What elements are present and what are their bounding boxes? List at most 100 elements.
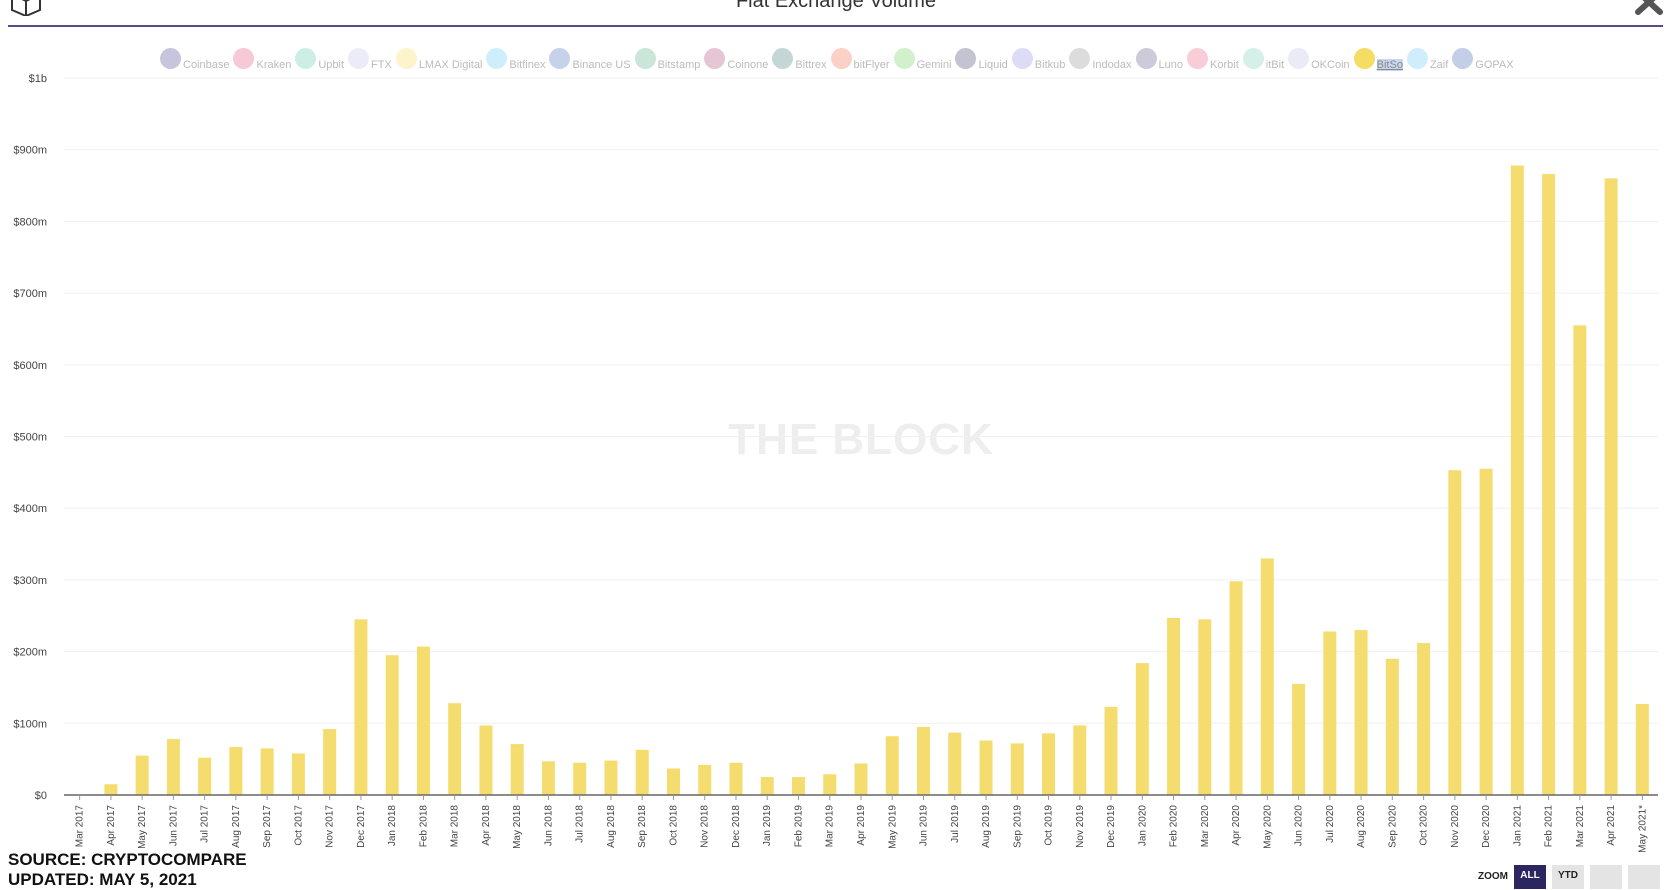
bar[interactable] xyxy=(260,748,274,795)
bar[interactable] xyxy=(479,725,493,795)
legend-marker xyxy=(233,48,255,69)
bar[interactable] xyxy=(323,729,337,795)
x-tick-label: Mar 2017 xyxy=(75,805,86,848)
bar[interactable] xyxy=(166,739,180,795)
legend-item-bitflyer[interactable]: bitFlyer xyxy=(830,48,890,71)
bar[interactable] xyxy=(1417,642,1431,795)
x-tick-label: Jul 2017 xyxy=(200,805,211,843)
legend-item-zaif[interactable]: Zaif xyxy=(1406,48,1448,71)
close-icon[interactable] xyxy=(1634,0,1664,16)
x-tick-label: Dec 2020 xyxy=(1481,805,1492,848)
bar[interactable] xyxy=(541,761,555,795)
legend-label: Bitkub xyxy=(1034,59,1066,71)
x-tick-label: Apr 2017 xyxy=(106,805,117,846)
legend-item-okcoin[interactable]: OKCoin xyxy=(1288,48,1350,71)
bar[interactable] xyxy=(979,740,993,795)
bar[interactable] xyxy=(1010,743,1024,795)
legend-item-coinbase[interactable]: Coinbase xyxy=(160,48,229,71)
legend-item-ftx[interactable]: FTX xyxy=(348,48,392,71)
x-tick-label: Jul 2018 xyxy=(575,805,586,843)
bar[interactable] xyxy=(1604,178,1618,795)
legend-item-upbit[interactable]: Upbit xyxy=(295,48,344,71)
zoom-extra-button[interactable] xyxy=(1628,865,1660,889)
updated-note: UPDATED: MAY 5, 2021 xyxy=(8,870,197,889)
legend-item-korbit[interactable]: Korbit xyxy=(1187,48,1239,71)
bar[interactable] xyxy=(1542,174,1556,795)
bar[interactable] xyxy=(854,763,868,795)
bar[interactable] xyxy=(135,755,149,795)
bar[interactable] xyxy=(1323,631,1337,795)
legend-label: Kraken xyxy=(256,59,292,71)
bar[interactable] xyxy=(885,736,899,795)
legend-item-coinone[interactable]: Coinone xyxy=(704,48,768,71)
zoom-ytd-button[interactable]: YTD xyxy=(1552,865,1584,889)
bar[interactable] xyxy=(729,762,743,795)
y-tick-label: $400m xyxy=(13,503,47,515)
bar[interactable] xyxy=(1198,619,1212,795)
bar[interactable] xyxy=(666,768,680,795)
legend-item-liquid[interactable]: Liquid xyxy=(955,48,1008,71)
bar[interactable] xyxy=(1042,733,1056,795)
bar[interactable] xyxy=(635,749,649,795)
legend-item-indodax[interactable]: Indodax xyxy=(1069,48,1132,71)
bar[interactable] xyxy=(604,760,618,795)
bar[interactable] xyxy=(291,753,305,795)
bar[interactable] xyxy=(760,777,774,795)
x-tick-label: Oct 2018 xyxy=(668,805,679,846)
x-tick-label: Sep 2018 xyxy=(637,805,648,848)
bar[interactable] xyxy=(1448,470,1462,795)
bar[interactable] xyxy=(948,732,962,795)
bar[interactable] xyxy=(354,619,368,795)
bar[interactable] xyxy=(1073,725,1087,795)
bar[interactable] xyxy=(1167,617,1181,795)
bar[interactable] xyxy=(573,762,587,795)
legend-item-lmax-digital[interactable]: LMAX Digital xyxy=(395,48,482,71)
bar[interactable] xyxy=(385,655,399,795)
x-tick-label: May 2019 xyxy=(887,805,898,849)
legend-item-bitstamp[interactable]: Bitstamp xyxy=(634,48,700,71)
bar[interactable] xyxy=(823,774,837,795)
bar[interactable] xyxy=(1479,468,1493,795)
bar[interactable] xyxy=(416,646,430,795)
x-tick-label: Jan 2019 xyxy=(762,805,773,847)
bar[interactable] xyxy=(1104,706,1118,795)
bar[interactable] xyxy=(1260,558,1274,795)
legend-item-binance-us[interactable]: Binance US xyxy=(549,48,631,71)
zoom-extra-button[interactable] xyxy=(1590,865,1622,889)
bar[interactable] xyxy=(510,744,524,795)
legend-item-gopax[interactable]: GOPAX xyxy=(1452,48,1514,71)
bar[interactable] xyxy=(1354,630,1368,795)
bar[interactable] xyxy=(917,726,931,795)
legend-item-gemini[interactable]: Gemini xyxy=(893,48,951,71)
legend-label: Indodax xyxy=(1092,59,1132,71)
legend-item-bitkub[interactable]: Bitkub xyxy=(1011,48,1066,71)
bar[interactable] xyxy=(791,777,805,795)
the-block-logo-icon xyxy=(11,0,41,16)
bar[interactable] xyxy=(1385,658,1399,795)
zoom-all-button[interactable]: ALL xyxy=(1514,865,1546,889)
bar[interactable] xyxy=(1510,165,1524,795)
legend-label: Binance US xyxy=(572,59,631,71)
legend-item-bitfinex[interactable]: Bitfinex xyxy=(486,48,545,71)
legend-item-luno[interactable]: Luno xyxy=(1135,48,1183,71)
x-tick-label: Feb 2021 xyxy=(1544,805,1555,848)
watermark: THE BLOCK xyxy=(728,415,994,464)
bar[interactable] xyxy=(104,784,118,795)
legend-marker xyxy=(893,48,915,69)
bar[interactable] xyxy=(1573,325,1587,795)
legend-item-itbit[interactable]: itBit xyxy=(1242,48,1284,71)
bar[interactable] xyxy=(1229,581,1243,795)
bar[interactable] xyxy=(198,757,212,795)
bar[interactable] xyxy=(698,764,712,795)
legend-item-kraken[interactable]: Kraken xyxy=(233,48,291,71)
bar[interactable] xyxy=(1635,703,1649,795)
bar[interactable] xyxy=(448,703,462,795)
x-tick-label: Sep 2019 xyxy=(1012,805,1023,848)
legend-item-bittrex[interactable]: Bittrex xyxy=(772,48,827,71)
legend-item-bitso[interactable]: BitSo xyxy=(1353,48,1403,71)
bar[interactable] xyxy=(229,746,243,795)
x-tick-label: Aug 2017 xyxy=(231,805,242,848)
bar[interactable] xyxy=(1135,663,1149,795)
bar[interactable] xyxy=(1292,683,1306,795)
legend-marker xyxy=(1187,48,1209,69)
